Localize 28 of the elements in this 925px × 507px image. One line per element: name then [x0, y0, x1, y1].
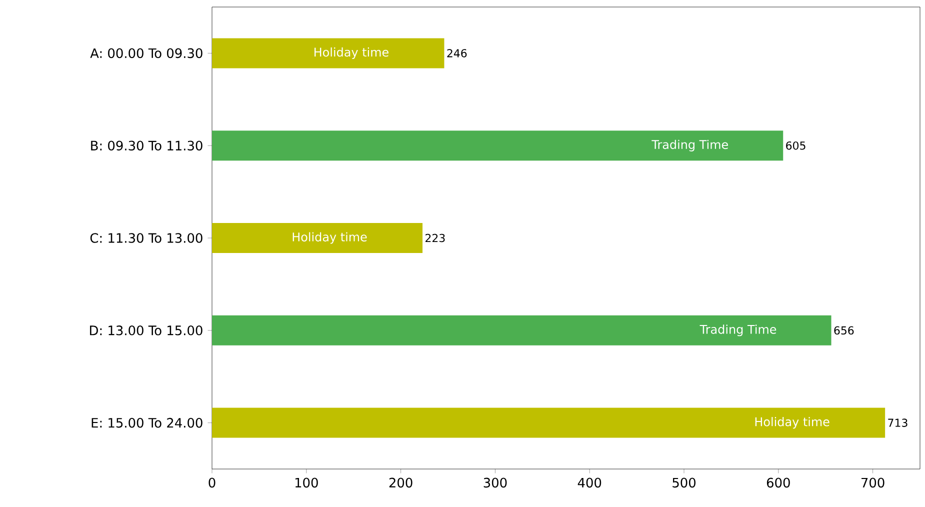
bar: [212, 38, 444, 68]
bar: [212, 315, 832, 346]
x-tick-label: 400: [578, 478, 602, 488]
annotation: Trading Time: [700, 324, 776, 336]
data-label: 605: [786, 141, 806, 150]
x-tick-label: 0: [208, 478, 216, 488]
data-label: 713: [888, 418, 908, 427]
x-tick-label: 300: [484, 478, 507, 488]
x-tick-label: 200: [389, 478, 412, 488]
x-tick-label: 600: [766, 478, 790, 488]
bar: [212, 408, 886, 438]
y-tick-label: D: 13.00 To 15.00: [90, 326, 202, 336]
x-tick-label: 700: [862, 478, 884, 488]
annotation: Trading Time: [652, 140, 728, 152]
bar: [212, 130, 784, 161]
annotation: Holiday time: [314, 47, 388, 59]
annotation: Holiday time: [755, 417, 830, 429]
bar: [212, 223, 423, 254]
x-tick-label: 100: [295, 478, 318, 488]
y-tick-label: C: 11.30 To 13.00: [90, 233, 202, 243]
data-label: 246: [447, 49, 467, 58]
x-tick-label: 500: [672, 478, 696, 488]
y-tick-label: A: 00.00 To 09.30: [90, 48, 202, 58]
data-label: 223: [426, 234, 445, 242]
y-tick-label: E: 15.00 To 24.00: [92, 418, 202, 428]
y-tick-label: B: 09.30 To 11.30: [91, 140, 202, 151]
data-label: 656: [834, 326, 854, 335]
annotation: Holiday time: [292, 232, 367, 244]
